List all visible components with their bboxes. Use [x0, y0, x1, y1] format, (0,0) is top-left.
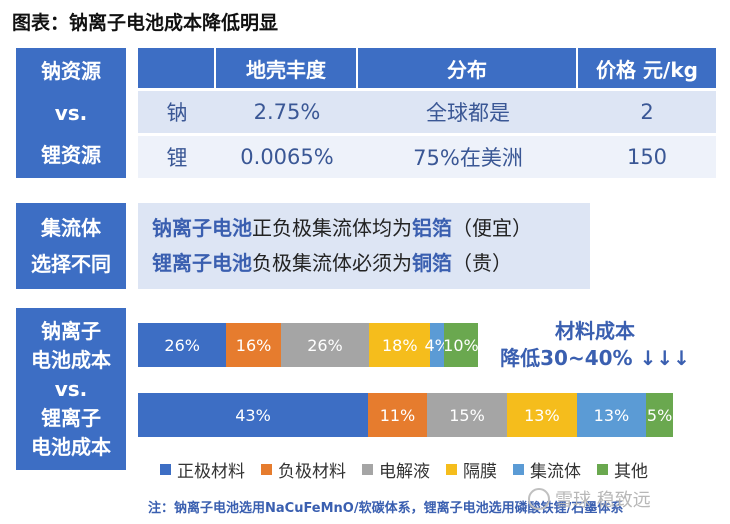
body-text: 负极集流体必须为 — [252, 251, 412, 275]
collector-line-sodium: 钠离子电池正负极集流体均为铝箔（便宜） — [152, 211, 576, 246]
header-cell: 分布 — [358, 48, 578, 88]
cost-compare-label: 钠离子 电池成本 vs. 锂离子 电池成本 — [16, 308, 126, 470]
bar-segment: 5% — [646, 393, 673, 437]
header-cell: 地壳丰度 — [216, 48, 358, 88]
bar-segment: 10% — [443, 323, 479, 367]
lithium-cost-bar: 43% 11% 15% 13% 13% 5% — [138, 393, 673, 437]
table-cell: 0.0065% — [240, 145, 334, 169]
note-line: 降低30~40% ↓↓↓ — [500, 346, 690, 370]
table-cell: 全球都是 — [426, 101, 510, 125]
bar-segment-label: 13% — [524, 405, 560, 425]
table-cell: 2.75% — [253, 100, 321, 124]
bar-segment: 26% — [280, 323, 370, 367]
legend-label: 隔膜 — [463, 462, 497, 482]
bar-segment: 11% — [368, 393, 427, 437]
label-line: vs. — [54, 101, 88, 125]
collector-line-lithium: 锂离子电池负极集流体必须为铜箔（贵） — [152, 246, 576, 281]
table-cell: 锂 — [166, 146, 188, 170]
legend-label: 其他 — [614, 462, 648, 482]
resource-compare-label: 钠资源 vs. 锂资源 — [16, 48, 126, 178]
bar-segment: 26% — [138, 323, 227, 367]
bar-segment: 15% — [426, 393, 508, 437]
table-header: 地壳丰度 分布 价格 元/kg — [138, 48, 716, 88]
bar-segment-label: 11% — [379, 405, 416, 425]
bar-segment: 43% — [138, 393, 369, 437]
body-text: （贵） — [452, 251, 512, 275]
label-line: vs. — [54, 376, 88, 401]
legend-label: 正极材料 — [177, 462, 245, 482]
highlight-text: 铜箔 — [412, 251, 452, 275]
table-cell: 150 — [626, 145, 668, 169]
bar-segment-label: 5% — [646, 405, 673, 425]
legend-swatch — [513, 464, 524, 475]
highlight-text: 钠离子电池 — [152, 216, 252, 240]
table-cell: 2 — [640, 100, 654, 124]
legend-swatch — [597, 464, 608, 475]
legend-item: 其他 — [597, 457, 648, 482]
label-line: 电池成本 — [31, 347, 111, 372]
table-cell: 钠 — [166, 101, 188, 125]
legend-label: 电解液 — [379, 462, 430, 482]
legend-item: 负极材料 — [261, 457, 346, 482]
bar-segment-label: 13% — [593, 405, 630, 425]
collector-description: 钠离子电池正负极集流体均为铝箔（便宜） 锂离子电池负极集流体必须为铜箔（贵） — [138, 203, 590, 289]
table-row: 钠 2.75% 全球都是 2 — [138, 91, 716, 133]
resource-table: 地壳丰度 分布 价格 元/kg 钠 2.75% 全球都是 2 锂 0.0065%… — [138, 48, 716, 178]
table-cell: 75%在美洲 — [413, 146, 523, 170]
bar-segment-label: 16% — [235, 335, 272, 355]
legend-item: 电解液 — [362, 457, 430, 482]
table-row: 锂 0.0065% 75%在美洲 150 — [138, 136, 716, 178]
body-text: （便宜） — [452, 216, 532, 240]
footnote: 注：钠离子电池选用NaCuFeMnO/软碳体系，锂离子电池选用磷酸铁锂/石墨体系 — [148, 501, 624, 516]
bar-segment-label: 4% — [424, 335, 450, 355]
bar-segment-label: 26% — [307, 335, 343, 355]
highlight-text: 锂离子电池 — [152, 251, 252, 275]
legend-swatch — [160, 464, 171, 475]
highlight-text: 铝箔 — [412, 216, 452, 240]
label-line: 钠离子 — [41, 318, 101, 343]
chart-legend: 正极材料 负极材料 电解液 隔膜 集流体 其他 — [160, 457, 664, 482]
bar-segment-label: 43% — [235, 405, 271, 425]
label-line: 选择不同 — [31, 252, 111, 276]
legend-swatch — [261, 464, 272, 475]
page-title: 图表：钠离子电池成本降低明显 — [12, 12, 279, 34]
label-line: 电池成本 — [31, 434, 111, 459]
header-cell: 价格 元/kg — [596, 57, 698, 82]
header-cell — [138, 48, 216, 88]
legend-swatch — [446, 464, 457, 475]
bar-segment-label: 15% — [449, 405, 485, 425]
cost-reduction-note: 材料成本 降低30~40% ↓↓↓ — [490, 318, 700, 372]
bar-segment-label: 26% — [164, 335, 200, 355]
legend-item: 隔膜 — [446, 457, 497, 482]
watermark-logo-icon — [528, 488, 550, 510]
legend-label: 集流体 — [530, 462, 581, 482]
watermark: 雪球 稳致远 — [528, 486, 651, 512]
bar-segment: 13% — [576, 393, 647, 437]
sodium-cost-bar: 26% 16% 26% 18% 4% 10% — [138, 323, 479, 367]
label-line: 钠资源 — [41, 59, 101, 83]
label-line: 集流体 — [41, 216, 101, 240]
legend-swatch — [362, 464, 373, 475]
note-line: 材料成本 — [555, 319, 635, 343]
collector-label: 集流体 选择不同 — [16, 203, 126, 289]
label-line: 锂资源 — [41, 143, 101, 167]
legend-label: 负极材料 — [278, 462, 346, 482]
legend-item: 正极材料 — [160, 457, 245, 482]
body-text: 正负极集流体均为 — [252, 216, 412, 240]
bar-segment-label: 18% — [381, 335, 418, 355]
bar-segment: 4% — [424, 323, 450, 367]
bar-segment-label: 10% — [443, 335, 479, 355]
label-line: 锂离子 — [41, 405, 101, 430]
bar-segment: 16% — [226, 323, 281, 367]
bar-segment: 18% — [369, 323, 431, 367]
legend-item: 集流体 — [513, 457, 581, 482]
bar-segment: 13% — [507, 393, 577, 437]
watermark-text: 雪球 稳致远 — [555, 490, 651, 511]
